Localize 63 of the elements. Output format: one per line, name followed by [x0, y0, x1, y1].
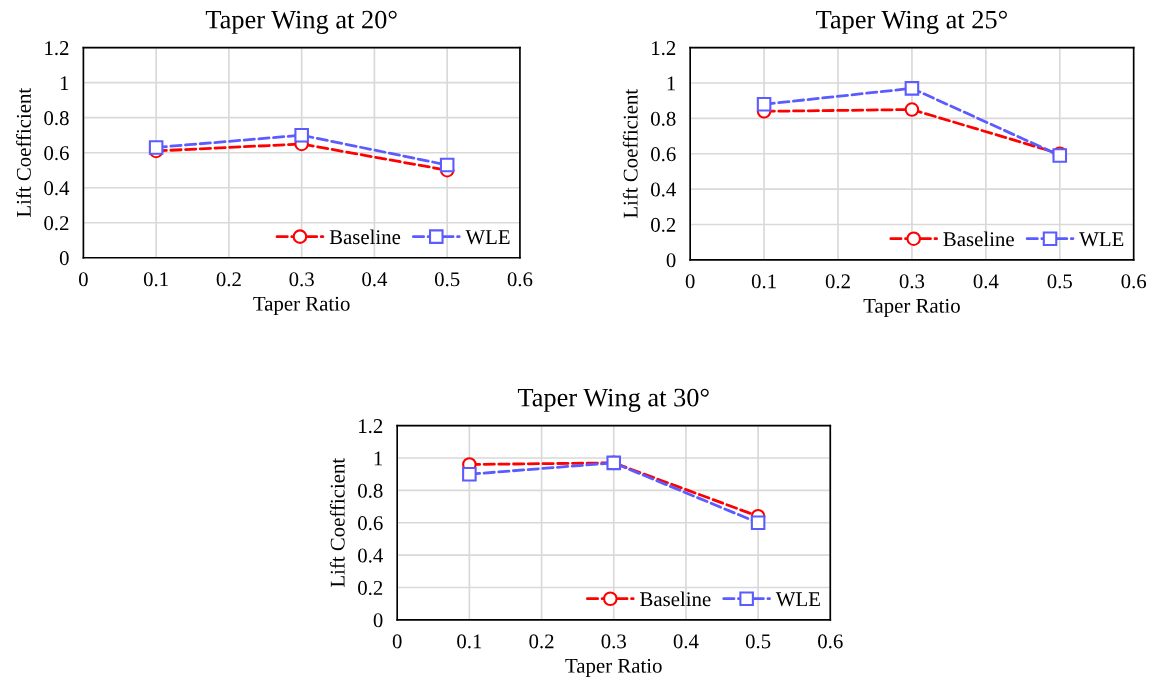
- x-tick-label: 0.1: [751, 274, 776, 289]
- x-axis-title: Taper Ratio: [253, 296, 350, 315]
- chart-title: Taper Wing at 30°: [517, 388, 709, 412]
- y-tick-label: 0.2: [44, 216, 69, 231]
- y-tick-label: 0: [373, 613, 383, 628]
- y-tick-label: 0.8: [44, 111, 69, 126]
- y-tick-label: 0.4: [358, 548, 383, 563]
- x-tick-label: 0.5: [745, 634, 771, 649]
- y-tick-label: 0: [666, 253, 676, 268]
- x-axis-title: Taper Ratio: [863, 298, 960, 318]
- x-axis-title: Taper Ratio: [565, 658, 662, 678]
- point: [462, 466, 477, 482]
- legend-label: Baseline: [943, 231, 1014, 247]
- y-tick-label: 0.4: [44, 181, 70, 196]
- y-tick-label: 0.8: [651, 111, 676, 126]
- y-tick-label: 0.6: [651, 147, 676, 162]
- legend-label: WLE: [465, 230, 510, 245]
- x-tick-label: 0.1: [143, 272, 168, 287]
- y-tick-label: 0.4: [651, 182, 676, 197]
- y-axis-title: Lift Coefficient: [329, 457, 345, 588]
- x-tick-label: 0.6: [507, 272, 533, 287]
- point: [756, 96, 772, 112]
- point: [904, 102, 920, 117]
- y-tick-label: 0.6: [358, 516, 383, 531]
- x-tick-label: 0.2: [825, 274, 850, 289]
- x-tick-label: 0.6: [818, 634, 843, 649]
- y-tick-label: 0.2: [651, 217, 676, 232]
- point: [294, 127, 309, 143]
- point: [904, 81, 920, 96]
- legend-label: Baseline: [329, 229, 401, 245]
- x-tick-label: 0: [685, 274, 695, 289]
- chart-title: Taper Wing at 25°: [816, 10, 1007, 34]
- x-tick-label: 0.5: [1047, 274, 1072, 289]
- x-tick-label: 0: [78, 272, 88, 287]
- x-tick-label: 0.3: [289, 272, 314, 287]
- y-tick-label: 0.8: [358, 483, 383, 498]
- x-tick-label: 0.3: [899, 274, 925, 289]
- y-tick-label: 1: [667, 76, 676, 91]
- x-tick-label: 0.6: [1121, 274, 1147, 289]
- x-tick-label: 0.1: [457, 634, 482, 649]
- legend-label: WLE: [775, 592, 820, 607]
- y-tick-label: 1.2: [359, 419, 383, 434]
- y-axis-title: Lift Coefficient: [16, 87, 31, 218]
- x-tick-label: 0.2: [216, 272, 241, 287]
- legend-label: WLE: [1079, 232, 1124, 247]
- x-tick-label: 0.3: [601, 634, 626, 649]
- y-tick-label: 0: [59, 251, 69, 266]
- x-tick-label: 0.5: [434, 272, 460, 287]
- y-tick-label: 1.2: [45, 41, 69, 56]
- y-tick-label: 0.2: [358, 580, 383, 595]
- x-tick-label: 0: [392, 634, 402, 649]
- y-tick-label: 1: [60, 76, 69, 90]
- chart-title: Taper Wing at 20°: [205, 10, 397, 34]
- y-tick-label: 0.6: [44, 146, 69, 161]
- point: [439, 157, 455, 173]
- point: [750, 515, 766, 531]
- x-tick-label: 0.2: [529, 634, 554, 649]
- point: [148, 140, 164, 155]
- y-axis-title: Lift Coefficient: [622, 88, 638, 219]
- x-tick-label: 0.4: [973, 274, 999, 289]
- y-tick-label: 1.2: [652, 41, 676, 56]
- legend-label: Baseline: [640, 591, 711, 607]
- y-tick-label: 1: [374, 451, 383, 466]
